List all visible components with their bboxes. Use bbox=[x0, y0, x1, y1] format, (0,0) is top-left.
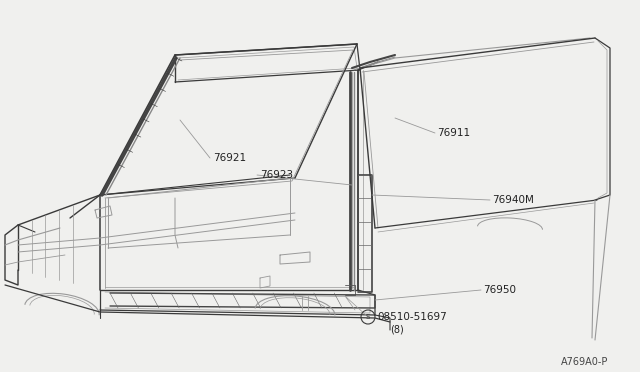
Text: S: S bbox=[366, 314, 370, 320]
Text: 08510-51697: 08510-51697 bbox=[377, 312, 447, 322]
Text: 76940M: 76940M bbox=[492, 195, 534, 205]
Text: 76923: 76923 bbox=[260, 170, 293, 180]
Text: 76950: 76950 bbox=[483, 285, 516, 295]
Text: 76911: 76911 bbox=[437, 128, 470, 138]
Text: (8): (8) bbox=[390, 324, 404, 334]
Text: 76921: 76921 bbox=[213, 153, 246, 163]
Text: A769A0-P: A769A0-P bbox=[561, 357, 608, 367]
